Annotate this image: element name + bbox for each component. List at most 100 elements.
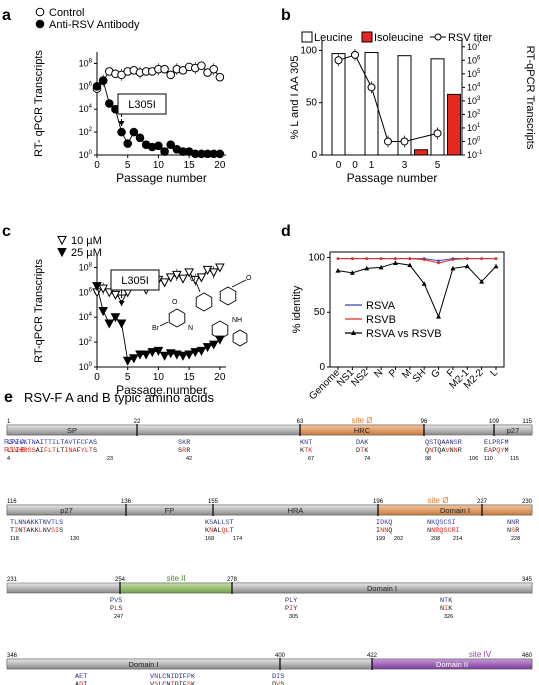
y-axis-label: % identity	[291, 285, 303, 333]
residue-number: 168	[205, 536, 214, 542]
rsva-sequence: QSTQAANSR	[425, 439, 462, 447]
boundary-number: 136	[121, 499, 132, 505]
molecule-atom: Br	[152, 325, 160, 332]
filled-triangle-marker	[159, 351, 170, 361]
legend-label: Control	[49, 7, 84, 19]
boundary-number: 254	[115, 577, 126, 583]
panel-b-letter: b	[281, 7, 291, 24]
legend-label: RSVA	[366, 300, 396, 312]
x-tick-label: 0	[336, 160, 342, 171]
open-triangle-marker	[184, 268, 194, 278]
boundary-number: 278	[227, 577, 238, 583]
open-triangle-marker	[178, 274, 188, 284]
rsvb-sequence: NNRQSCRI	[427, 527, 460, 535]
residue-number: 98	[425, 456, 431, 462]
open-triangle-marker	[208, 268, 219, 278]
domain-segment	[119, 582, 233, 594]
isoleucine-bar	[447, 93, 461, 156]
boundary-number: 227	[477, 499, 488, 505]
boundary-number: 96	[421, 419, 428, 425]
panel-a-chart: 100 102 104 106 108 0 5 10 15 20 Passage number RT-…	[33, 7, 226, 185]
x-axis-label: Passage number	[347, 171, 438, 185]
y2-tick-label: 103	[467, 96, 481, 106]
leucine-bar	[364, 52, 379, 156]
x-tick-label: 20	[214, 372, 226, 383]
vs-marker	[450, 265, 456, 271]
molecule-atom: NH	[232, 317, 242, 324]
x-tick-label: 5	[435, 160, 441, 171]
x-tick-label: 20	[214, 160, 226, 171]
residue-number: 326	[444, 614, 453, 620]
rsva-sequence: DAK	[356, 439, 369, 447]
domain-label: Domain I	[440, 506, 470, 515]
residue-end: 115	[522, 419, 532, 425]
rsva-sequence: PVS	[110, 597, 122, 605]
x-tick-label: 3	[402, 160, 408, 171]
vs-marker	[493, 263, 499, 269]
filled-triangle-marker	[104, 319, 115, 329]
open-triangle-marker	[159, 278, 170, 288]
molecule-ring	[211, 320, 229, 340]
y2-tick-label: 102	[467, 109, 481, 119]
rsva-row-label: RSV-A:	[4, 439, 27, 446]
residue-start: 346	[7, 653, 18, 659]
rsva-sequence: KNT	[300, 439, 312, 447]
molecule-ring	[195, 292, 213, 312]
filled-triangle-marker	[196, 346, 207, 356]
residue-number: 118	[10, 536, 19, 542]
filled-triangle-marker	[110, 313, 121, 323]
domain-label: HRC	[354, 426, 371, 435]
y2-axis-label: RT-qPCR Transcripts	[524, 46, 536, 150]
panel-e-letter: e	[4, 389, 13, 406]
titer-marker	[433, 129, 442, 138]
x-tick-label: 15	[184, 160, 196, 171]
filled-circle-marker	[135, 133, 145, 143]
x-tick-label: 5	[125, 372, 131, 383]
residue-number: 110	[484, 456, 493, 462]
rsvb-sequence: PLS	[110, 605, 122, 613]
titer-marker	[400, 137, 409, 146]
rsvb-sequence: DVS	[272, 681, 284, 685]
y2-tick-label: 104	[467, 82, 481, 92]
x-tick-label: NS2	[349, 367, 371, 389]
antigenic-site-label: site Ø	[352, 416, 373, 425]
residue-number: 208	[431, 536, 440, 542]
series-marker	[465, 257, 469, 260]
legend-label: RSVB	[366, 314, 396, 326]
residue-number: 214	[453, 536, 462, 542]
panel-e-title: RSV-F A and B typic amino acids	[24, 390, 215, 405]
rsva-sequence: NKQSCSI	[427, 519, 456, 527]
boundary-number: 109	[489, 419, 500, 425]
domain-label: p27	[60, 506, 73, 515]
y-axis-label: RT- qPCR Transcripts	[33, 50, 45, 157]
titer-line	[338, 54, 438, 142]
rsva-sequence: KSALLST	[205, 519, 234, 527]
molecule-ring	[219, 286, 237, 306]
series-marker	[480, 257, 483, 260]
vs-marker	[364, 265, 370, 271]
x-tick-label: P	[387, 367, 400, 380]
rsvb-sequence: LLIHRSSAIFLTLTINAFYLTS	[7, 447, 97, 455]
legend-leucine-swatch	[301, 31, 313, 43]
rsva-sequence: SKR	[178, 439, 190, 447]
series-marker	[336, 257, 340, 260]
series-line-1	[338, 258, 496, 264]
vs-marker	[392, 260, 398, 265]
series-marker	[451, 258, 455, 261]
filled-triangle-marker	[153, 346, 164, 356]
residue-number: 74	[364, 456, 370, 462]
filled-triangle-marker	[202, 343, 213, 353]
molecule-bond	[231, 279, 247, 288]
open-circle-marker	[160, 64, 169, 74]
domain-label: Domain I	[128, 660, 158, 669]
open-triangle-marker	[190, 275, 201, 285]
series-marker	[437, 259, 440, 263]
vs-marker	[378, 264, 384, 270]
residue-number: 42	[186, 456, 192, 462]
residue-number: 247	[114, 614, 123, 620]
vs-marker	[421, 281, 427, 286]
titer-marker	[367, 83, 376, 92]
vs-marker	[407, 262, 413, 268]
